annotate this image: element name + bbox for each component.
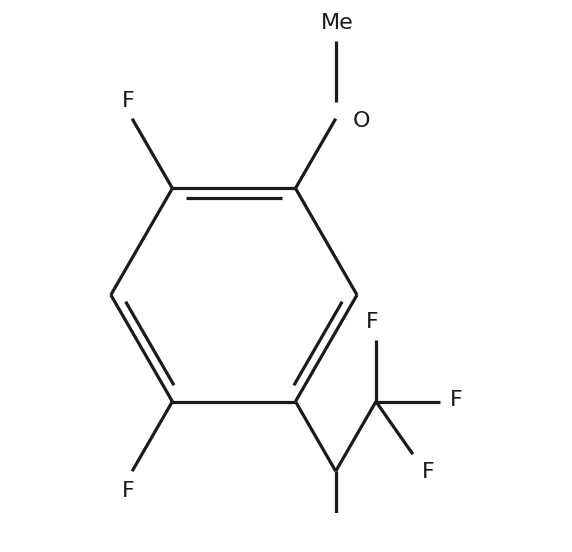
- Text: F: F: [122, 91, 135, 111]
- Text: F: F: [122, 481, 135, 501]
- Text: O: O: [353, 110, 370, 130]
- Text: F: F: [422, 462, 435, 482]
- Text: Me: Me: [321, 13, 354, 34]
- Text: F: F: [366, 312, 379, 332]
- Text: F: F: [450, 390, 463, 410]
